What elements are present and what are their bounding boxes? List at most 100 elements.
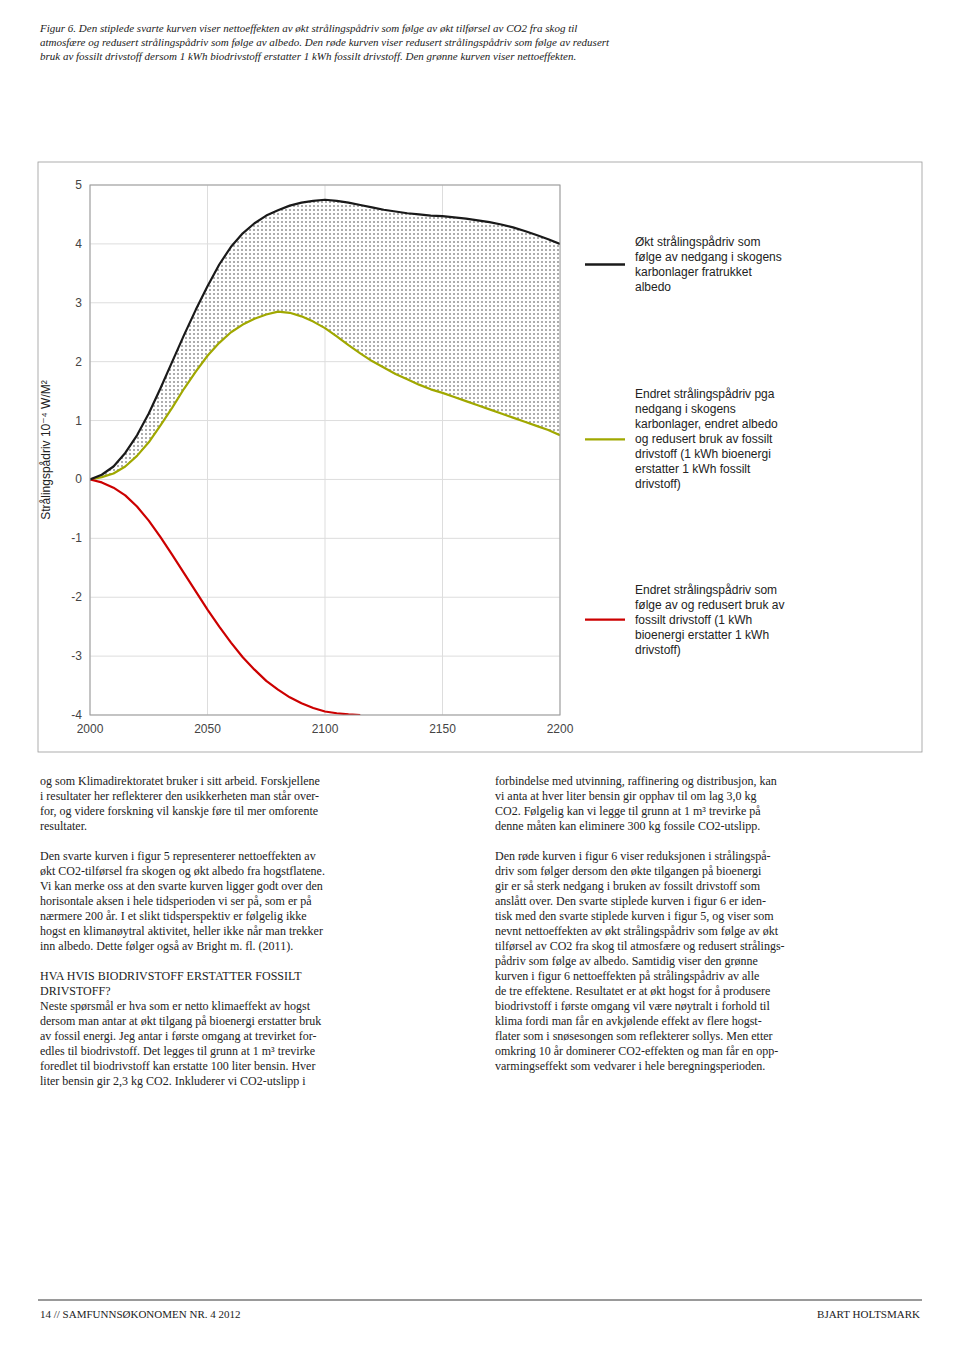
text-line: Figur 6. Den stiplede svarte kurven vise… bbox=[39, 22, 577, 34]
text-line: Endret strålingspådriv pga bbox=[635, 387, 775, 401]
text-line: inn albedo. Dette følger også av Bright … bbox=[40, 939, 293, 953]
text-line: økt CO2-tilførsel fra skogen og økt albe… bbox=[40, 864, 325, 878]
grid-line bbox=[207, 185, 208, 715]
text-line: liter bensin gir 2,3 kg CO2. Inkluderer … bbox=[40, 1074, 306, 1088]
text-line: foredlet til biodrivstoff kan erstatte 1… bbox=[40, 1059, 315, 1073]
text-line: bruk av fossilt drivstoff dersom 1 kWh b… bbox=[40, 50, 576, 62]
legend-swatch bbox=[585, 263, 625, 265]
text-line: varmingseffekt som vedvarer i hele bereg… bbox=[495, 1059, 765, 1073]
text-line: atmosfære og redusert strålingspådriv so… bbox=[40, 36, 610, 48]
text-line: nedgang i skogens bbox=[635, 402, 736, 416]
text-line: drivstoff) bbox=[635, 477, 681, 491]
footer-rule bbox=[38, 1300, 922, 1301]
x-tick-label: 2100 bbox=[312, 722, 339, 736]
text-line: Den røde kurven i figur 6 viser reduksjo… bbox=[495, 849, 771, 863]
text-line: karbonlager, endret albedo bbox=[635, 417, 778, 431]
x-tick-label: 2200 bbox=[547, 722, 574, 736]
text-line: erstatter 1 kWh fossilt bbox=[635, 462, 751, 476]
text-line: vi anta at hver liter bensin gir opphav … bbox=[495, 789, 757, 803]
legend: Økt strålingspådriv somfølge av nedgang … bbox=[585, 235, 784, 657]
text-line: karbonlager fratrukket bbox=[635, 265, 752, 279]
text-line: for, og videre forskning vil kanskje før… bbox=[40, 804, 318, 818]
text-line: edles til biodrivstoff. Det legges til g… bbox=[40, 1044, 315, 1058]
text-line: tilførsel av CO2 fra skog til atmosfære … bbox=[495, 939, 785, 953]
text-line: hogst en klimanøytral aktivitet, heller … bbox=[40, 924, 323, 938]
legend-label: Endret strålingspådriv somfølge av og re… bbox=[635, 583, 784, 657]
page-footer: 14 // SAMFUNNSØKONOMEN NR. 4 2012 bbox=[40, 1308, 240, 1320]
y-tick-label: 2 bbox=[75, 355, 82, 369]
text-line bbox=[40, 834, 43, 848]
chart-title: Figur 6. Den stiplede svarte kurven vise… bbox=[39, 22, 610, 62]
plot-frame bbox=[90, 185, 560, 715]
text-line: omkring 10 år dominerer CO2-effekten og … bbox=[495, 1044, 778, 1058]
page: Figur 6. Den stiplede svarte kurven vise… bbox=[0, 0, 960, 1347]
text-line: Endret strålingspådriv som bbox=[635, 583, 777, 597]
text-line: albedo bbox=[635, 280, 671, 294]
text-line: drivstoff) bbox=[635, 643, 681, 657]
text-line: i resultater her reflekterer den usikker… bbox=[40, 789, 319, 803]
legend-label: Endret strålingspådriv pganedgang i skog… bbox=[635, 387, 778, 491]
y-tick-label: -2 bbox=[71, 590, 82, 604]
y-tick-label: 1 bbox=[75, 414, 82, 428]
x-tick-label: 2000 bbox=[77, 722, 104, 736]
text-line: Den svarte kurven i figur 5 representere… bbox=[40, 849, 316, 863]
text-line: resultater. bbox=[40, 819, 87, 833]
text-line: driv som følger dersom den økte tilgange… bbox=[495, 864, 762, 878]
text-line: anslått over. Den svarte stiplede kurven… bbox=[495, 894, 766, 908]
text-line: følge av nedgang i skogens bbox=[635, 250, 782, 264]
body-text-right: forbindelse med utvinning, raffinering o… bbox=[495, 774, 785, 1073]
chart-border bbox=[38, 162, 922, 752]
legend-swatch bbox=[585, 618, 625, 620]
y-tick-label: 0 bbox=[75, 472, 82, 486]
y-tick-label: -3 bbox=[71, 649, 82, 663]
x-tick-label: 2050 bbox=[194, 722, 221, 736]
text-line: Vi kan merke oss at den svarte kurven li… bbox=[40, 879, 323, 893]
series-line bbox=[90, 479, 360, 715]
body-text-left: og som Klimadirektoratet bruker i sitt a… bbox=[40, 774, 325, 1088]
text-line: pådriv som følge av albedo. Samtidig vis… bbox=[495, 954, 758, 968]
text-line: CO2. Følgelig kan vi legge til grunn at … bbox=[495, 804, 761, 818]
text-line: fossilt drivstoff (1 kWh bbox=[635, 613, 752, 627]
text-line: tisk med den svarte stiplede kurven i fi… bbox=[495, 909, 774, 923]
text-line: forbindelse med utvinning, raffinering o… bbox=[495, 774, 777, 788]
series-line bbox=[90, 200, 560, 480]
text-line: dersom man antar at økt tilgang på bioen… bbox=[40, 1014, 321, 1028]
text-line: bioenergi erstatter 1 kWh bbox=[635, 628, 769, 642]
y-axis-label: Strålingspådriv 10⁻⁴ W/M² bbox=[39, 380, 53, 520]
text-line bbox=[495, 834, 498, 848]
legend-label: Økt strålingspådriv somfølge av nedgang … bbox=[635, 235, 782, 294]
text-line: horisontale aksen i hele tidsperioden vi… bbox=[40, 894, 312, 908]
plot-area bbox=[90, 200, 560, 715]
y-tick-label: 4 bbox=[75, 237, 82, 251]
text-line: følge av og redusert bruk av bbox=[635, 598, 784, 612]
axes: -4 -3 -2 -1 0 1 2 3 4 5 2000 2050 2100 2150 2200 Stråli… bbox=[39, 178, 574, 736]
page-footer-right: BJART HOLTSMARK bbox=[817, 1308, 920, 1320]
text-line: av fossil energi. Jeg antar i første omg… bbox=[40, 1029, 316, 1043]
series-line bbox=[90, 312, 560, 480]
text-line: denne måten kan eliminere 300 kg fossile… bbox=[495, 819, 760, 833]
text-line: og redusert bruk av fossilt bbox=[635, 432, 773, 446]
text-line: flater som i snøsesongen som reflekterer… bbox=[495, 1029, 773, 1043]
text-line: Økt strålingspådriv som bbox=[635, 235, 760, 249]
text-line: nevnt nettoeffekten av økt strålingspådr… bbox=[495, 924, 779, 938]
text-line: de tre effektene. Resultatet er at økt h… bbox=[495, 984, 770, 998]
text-line: HVA HVIS BIODRIVSTOFF ERSTATTER FOSSILT bbox=[40, 969, 302, 983]
text-line: gir er så sterk nedgang i bruken av foss… bbox=[495, 879, 761, 893]
text-line: klima fordi man får en avkjølende effekt… bbox=[495, 1014, 762, 1028]
y-tick-label: 3 bbox=[75, 296, 82, 310]
text-line: og som Klimadirektoratet bruker i sitt a… bbox=[40, 774, 320, 788]
text-line: Neste spørsmål er hva som er netto klima… bbox=[40, 999, 311, 1013]
y-tick-label: 5 bbox=[75, 178, 82, 192]
text-line bbox=[40, 954, 43, 968]
text-line: drivstoff (1 kWh bioenergi bbox=[635, 447, 771, 461]
x-tick-label: 2150 bbox=[429, 722, 456, 736]
text-line: kurven i figur 6 nettoeffekten på stråli… bbox=[495, 969, 759, 983]
y-tick-label: -4 bbox=[71, 708, 82, 722]
text-line: nærmere 200 år. I et slikt tidsperspekti… bbox=[40, 909, 307, 923]
y-tick-label: -1 bbox=[71, 531, 82, 545]
text-line: biodrivstoff i første omgang vil være nø… bbox=[495, 999, 770, 1013]
legend-swatch bbox=[585, 438, 625, 440]
text-line: DRIVSTOFF? bbox=[40, 984, 110, 998]
fill-between bbox=[90, 200, 560, 480]
background bbox=[0, 0, 960, 1347]
